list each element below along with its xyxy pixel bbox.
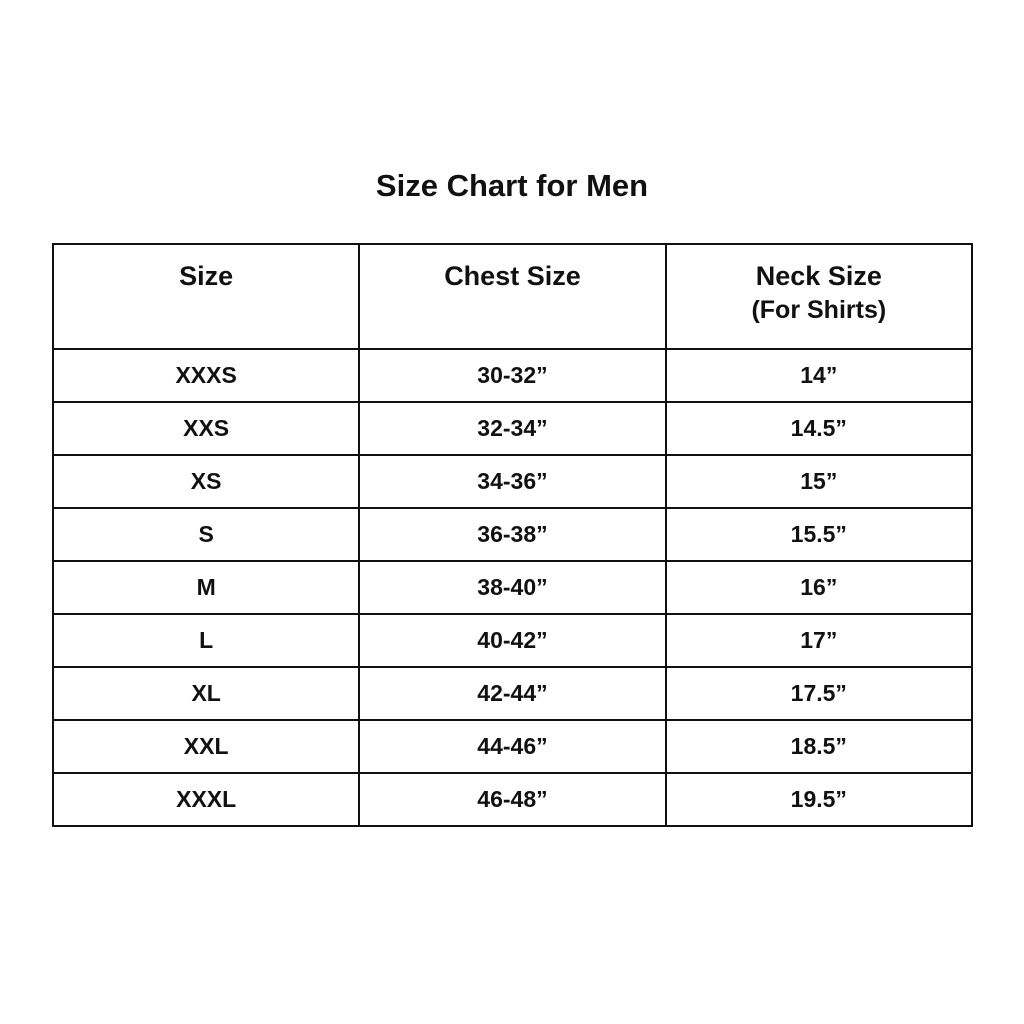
cell-chest: 30-32” (358, 348, 667, 403)
cell-chest: 42-44” (358, 666, 667, 721)
header-sublabel: (For Shirts) (751, 296, 887, 324)
table-row: XXL 44-46” 18.5” (51, 719, 974, 774)
table-row: XXS 32-34” 14.5” (51, 401, 974, 456)
cell-neck: 15.5” (664, 507, 974, 562)
cell-chest: 38-40” (358, 560, 667, 615)
cell-neck: 17” (664, 613, 974, 668)
cell-neck: 15” (664, 454, 974, 509)
cell-chest: 44-46” (358, 719, 667, 774)
cell-neck: 18.5” (664, 719, 974, 774)
table-row: XS 34-36” 15” (51, 454, 974, 509)
table-row: XXXS 30-32” 14” (51, 348, 974, 403)
table-row: L 40-42” 17” (51, 613, 974, 668)
cell-chest: 34-36” (358, 454, 667, 509)
cell-size: L (51, 613, 361, 668)
size-chart-table: Size Chest Size Neck Size (For Shirts) XX… (51, 243, 974, 827)
cell-neck: 19.5” (664, 772, 974, 827)
header-label: Chest Size (444, 261, 581, 291)
cell-chest: 46-48” (358, 772, 667, 827)
cell-size: XXS (51, 401, 361, 456)
header-row: Size Chest Size Neck Size (For Shirts) (51, 243, 974, 350)
table-row: S 36-38” 15.5” (51, 507, 974, 562)
cell-size: XS (51, 454, 361, 509)
cell-chest: 32-34” (358, 401, 667, 456)
cell-chest: 36-38” (358, 507, 667, 562)
cell-neck: 17.5” (664, 666, 974, 721)
header-label: Neck Size (755, 261, 882, 291)
header-label: Size (179, 261, 234, 291)
table-row: XXXL 46-48” 19.5” (51, 772, 974, 827)
table-row: XL 42-44” 17.5” (51, 666, 974, 721)
header-chest: Chest Size (358, 243, 667, 350)
header-neck: Neck Size (For Shirts) (664, 243, 974, 350)
page-title: Size Chart for Men (375, 168, 649, 203)
cell-neck: 14” (664, 348, 974, 403)
cell-size: XL (51, 666, 361, 721)
cell-neck: 16” (664, 560, 974, 615)
cell-size: XXL (51, 719, 361, 774)
cell-size: XXXL (51, 772, 361, 827)
table-row: M 38-40” 16” (51, 560, 974, 615)
cell-size: M (51, 560, 361, 615)
cell-neck: 14.5” (664, 401, 974, 456)
header-size: Size (51, 243, 361, 350)
cell-size: XXXS (51, 348, 361, 403)
cell-chest: 40-42” (358, 613, 667, 668)
cell-size: S (51, 507, 361, 562)
